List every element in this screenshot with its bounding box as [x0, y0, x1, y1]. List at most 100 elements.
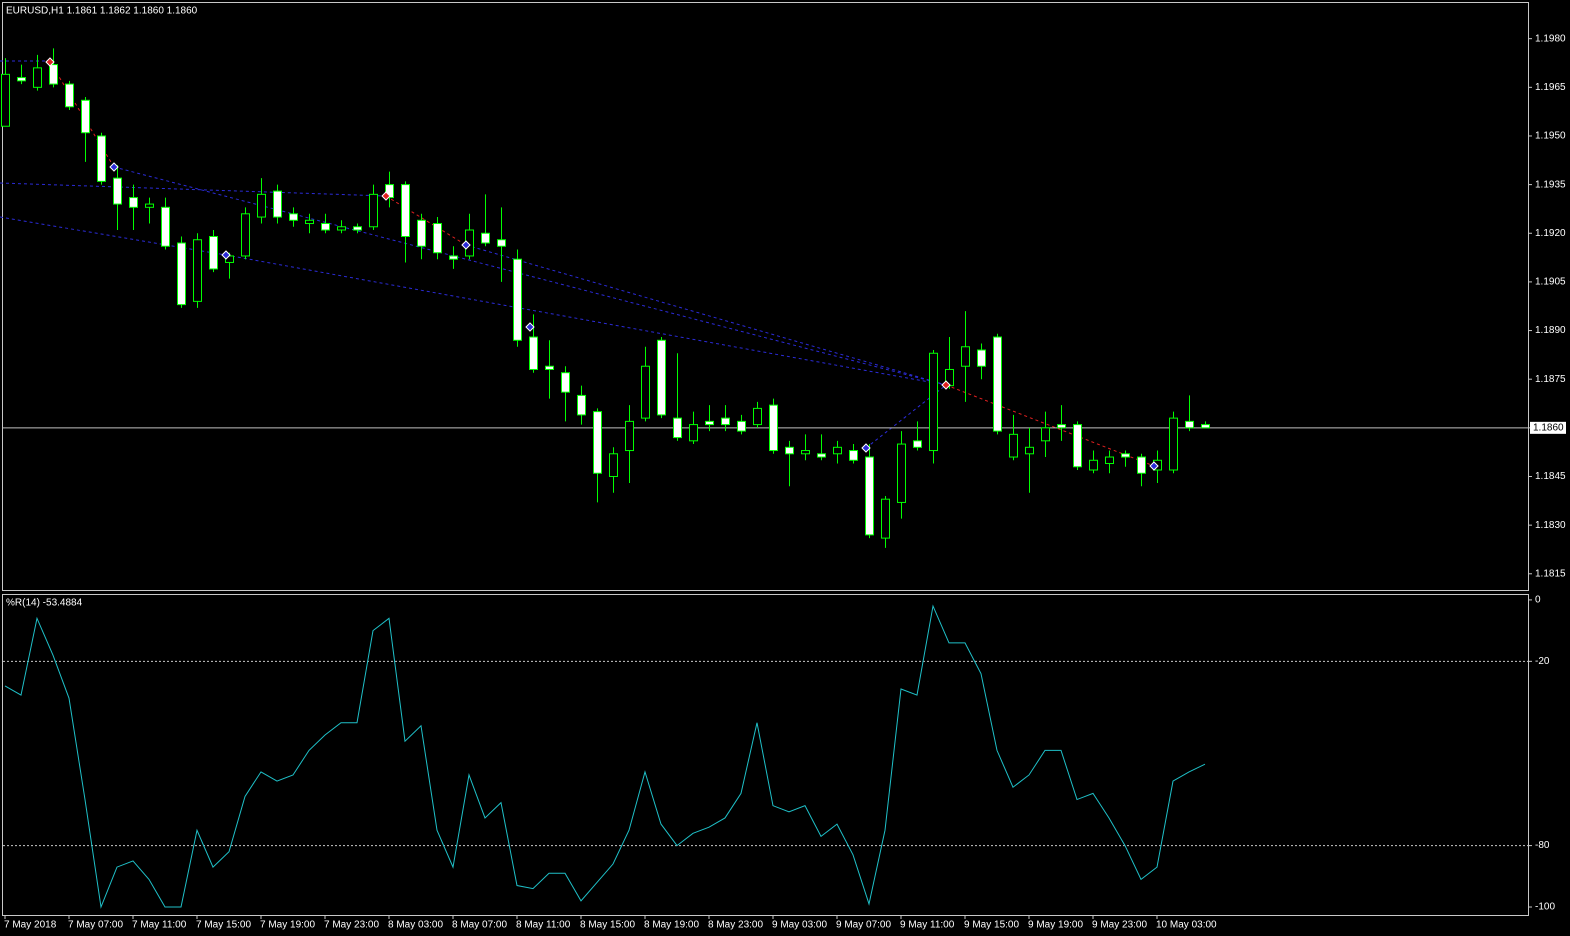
candle-body	[641, 365, 650, 419]
candle-body	[1105, 456, 1114, 465]
candle-body	[401, 184, 410, 238]
candle-body	[705, 420, 714, 426]
candle-body	[673, 417, 682, 439]
candle-body	[305, 219, 314, 225]
candle-body	[1121, 453, 1130, 458]
x-tick-label: 9 May 19:00	[1028, 920, 1083, 931]
candle-body	[1073, 424, 1082, 468]
candle-body	[81, 99, 90, 134]
y-tick-label: -80	[1535, 840, 1550, 851]
candle-body	[1137, 456, 1146, 474]
candle-body	[1041, 427, 1050, 442]
y-tick-label: 1.1890	[1535, 325, 1566, 336]
trade-marker	[525, 322, 535, 332]
indicator-line	[4, 604, 1206, 909]
y-tick-label: 1.1935	[1535, 179, 1566, 190]
x-tick-label: 7 May 07:00	[68, 920, 123, 931]
candle-body	[689, 424, 698, 442]
indicator-title: %R(14) -53.4884	[6, 598, 83, 609]
candle-body	[977, 349, 986, 367]
candle-body	[577, 394, 586, 416]
main-frame	[2, 2, 1529, 591]
candle-body	[33, 67, 42, 88]
x-tick-label: 7 May 19:00	[260, 920, 315, 931]
candle-body	[625, 420, 634, 452]
trade-line	[113, 166, 947, 386]
candle-body	[257, 193, 266, 218]
candle-body	[721, 417, 730, 426]
y-tick-label: 1.1875	[1535, 374, 1566, 385]
candle-body	[865, 456, 874, 536]
y-tick-label: -100	[1535, 902, 1555, 913]
y-tick-label: 1.1815	[1535, 568, 1566, 579]
candle-body	[833, 446, 842, 455]
candle-body	[1089, 459, 1098, 471]
trade-line	[0, 182, 387, 197]
trade-marker	[109, 162, 119, 172]
x-tick-label: 8 May 03:00	[388, 920, 443, 931]
y-tick-label: -20	[1535, 656, 1550, 667]
candle-body	[369, 193, 378, 228]
chart-title: EURUSD,H1 1.1861 1.1862 1.1860 1.1860	[6, 6, 198, 17]
candle-body	[1201, 424, 1210, 429]
x-tick-label: 9 May 03:00	[772, 920, 827, 931]
x-tick-label: 7 May 23:00	[324, 920, 379, 931]
y-tick-label: 1.1905	[1535, 277, 1566, 288]
candle-body	[529, 336, 538, 370]
candle-body	[49, 64, 58, 85]
y-tick-label: 1.1980	[1535, 33, 1566, 44]
candle-body	[545, 365, 554, 370]
candle-body	[609, 453, 618, 477]
candle-body	[897, 443, 906, 503]
candle-body	[449, 255, 458, 260]
candle-body	[353, 226, 362, 231]
candle-body	[513, 258, 522, 341]
y-tick-label: 1.1950	[1535, 131, 1566, 142]
trade-marker	[45, 57, 55, 67]
x-tick-label: 9 May 11:00	[900, 920, 955, 931]
x-tick-label: 9 May 15:00	[964, 920, 1019, 931]
y-tick-label: 0	[1535, 595, 1541, 606]
candle-body	[753, 407, 762, 426]
candle-body	[993, 336, 1002, 432]
candle-body	[1, 73, 10, 127]
x-tick-label: 8 May 19:00	[644, 920, 699, 931]
y-tick-label: 1.1845	[1535, 471, 1566, 482]
x-tick-label: 7 May 15:00	[196, 920, 251, 931]
x-tick-label: 9 May 23:00	[1092, 920, 1147, 931]
x-tick-label: 10 May 03:00	[1156, 920, 1217, 931]
candle-body	[337, 226, 346, 231]
candle-body	[561, 372, 570, 393]
candle-body	[785, 446, 794, 455]
x-tick-label: 7 May 11:00	[132, 920, 187, 931]
candle-body	[881, 498, 890, 539]
y-tick-label: 1.1920	[1535, 228, 1566, 239]
candle-body	[433, 223, 442, 254]
candle-body	[817, 453, 826, 458]
trade-line	[385, 195, 467, 246]
candle-body	[913, 440, 922, 448]
candle-body	[1057, 424, 1066, 429]
candle-body	[849, 450, 858, 461]
candle-body	[481, 232, 490, 244]
candle-body	[1185, 420, 1194, 429]
candle-body	[241, 213, 250, 257]
x-tick-label: 8 May 07:00	[452, 920, 507, 931]
y-tick-label: 1.1830	[1535, 520, 1566, 531]
candle-body	[497, 239, 506, 247]
candle-body	[209, 236, 218, 270]
x-tick-label: 8 May 23:00	[708, 920, 763, 931]
current-price-box	[1530, 421, 1566, 434]
trade-line	[945, 384, 1155, 467]
candle-body	[417, 219, 426, 247]
trade-marker	[861, 443, 871, 453]
trade-marker	[381, 191, 391, 201]
candle-body	[129, 197, 138, 208]
candle-body	[273, 190, 282, 218]
trade-marker	[461, 240, 471, 250]
trade-marker	[941, 380, 951, 390]
candle-body	[929, 352, 938, 452]
candle-body	[145, 203, 154, 208]
